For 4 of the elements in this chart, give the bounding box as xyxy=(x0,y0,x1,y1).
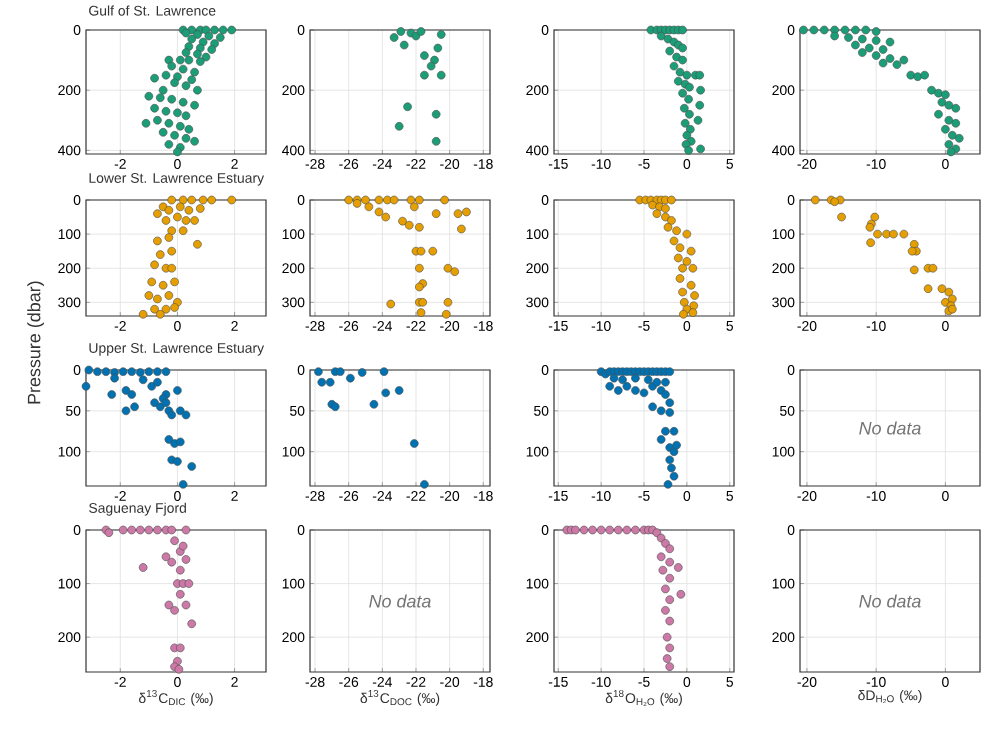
annotation: No data xyxy=(369,594,431,608)
annotation: No data xyxy=(859,594,921,608)
y-axis-title: Pressure (dbar) xyxy=(27,281,44,404)
annotation: No data xyxy=(859,421,921,435)
